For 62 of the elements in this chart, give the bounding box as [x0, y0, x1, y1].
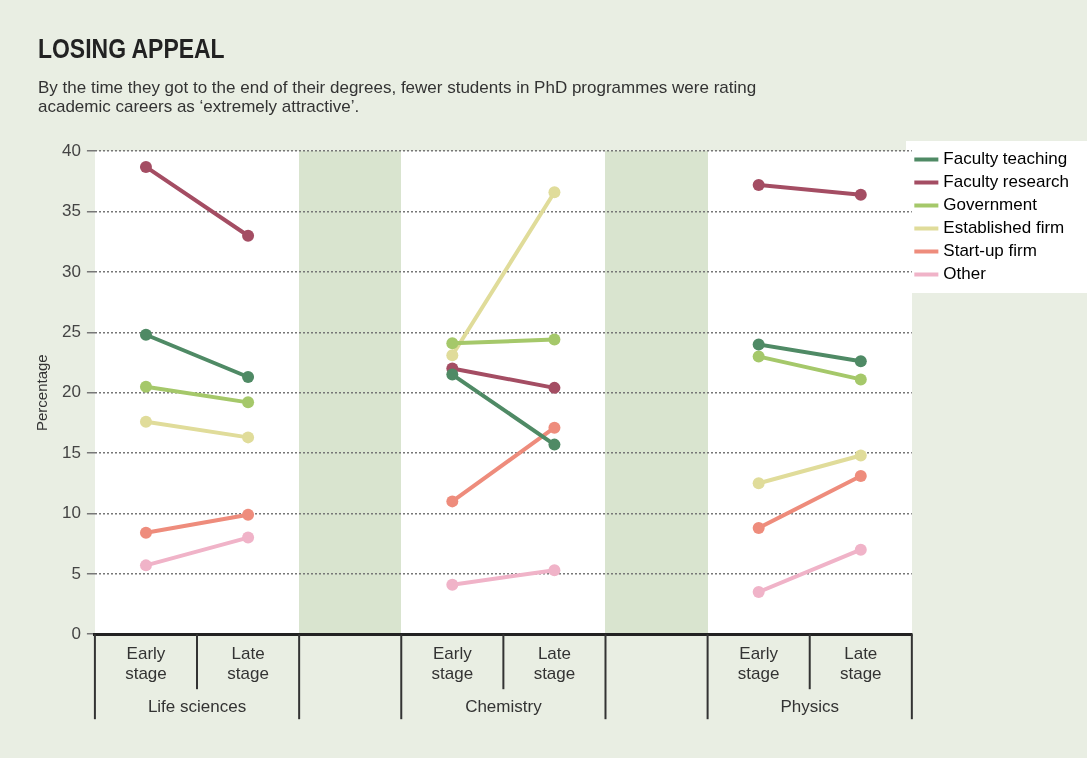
y-tick-label: 30 [61, 261, 81, 281]
legend-label: Other [943, 264, 987, 284]
point [139, 160, 152, 173]
y-tick-label: 35 [61, 201, 81, 221]
point [139, 526, 152, 539]
y-tick-label: 15 [61, 442, 81, 462]
x-tick-label: Early stage [431, 644, 474, 684]
x-tick-label: Late stage [227, 644, 269, 684]
point [548, 333, 561, 346]
point [548, 564, 561, 577]
point [242, 508, 255, 521]
legend-label: Faculty research [943, 172, 1070, 192]
legend-label: Government [943, 195, 1038, 215]
text: Life sciences [147, 696, 247, 716]
text: Physics [780, 696, 840, 716]
point [752, 585, 765, 598]
point [139, 559, 152, 572]
point [446, 337, 459, 350]
point [752, 521, 765, 534]
point [242, 431, 255, 444]
point [139, 380, 152, 393]
point [139, 328, 152, 341]
y-axis-title: Percentage [33, 354, 51, 432]
y-tick-label: 40 [61, 140, 81, 160]
point [854, 373, 867, 386]
point [854, 470, 867, 483]
point [548, 186, 561, 199]
point [446, 495, 459, 508]
y-tick-label: 20 [61, 382, 81, 402]
point [854, 188, 867, 201]
point [446, 578, 459, 591]
y-tick-label: 5 [71, 563, 81, 583]
point [752, 477, 765, 490]
x-tick-label: Early stage [125, 644, 167, 684]
point [548, 421, 561, 434]
point [242, 531, 255, 544]
chart-title: LOSING APPEAL [38, 34, 225, 65]
point [242, 229, 255, 242]
chart-subtitle: By the time they got to the end of their degrees, fewer students in PhD programmes were rating academic careers as ‘extremely attractive’. [38, 78, 758, 116]
x-tick-label: Late stage [839, 644, 882, 684]
point [752, 338, 765, 351]
y-tick-label: 10 [61, 503, 81, 523]
point [446, 349, 459, 362]
point [242, 371, 255, 383]
legend-label: Established firm [943, 218, 1065, 238]
point [548, 438, 561, 451]
y-tick-label: 25 [61, 322, 81, 342]
point [854, 543, 867, 556]
point [446, 368, 459, 381]
x-tick-label: Early stage [737, 644, 780, 684]
point [854, 355, 867, 368]
x-tick-label: Late stage [533, 644, 576, 684]
point [752, 350, 765, 363]
point [548, 381, 561, 394]
legend-label: Start-up firm [943, 241, 1037, 261]
point [139, 415, 152, 428]
legend-label: Faculty teaching [943, 149, 1068, 169]
point [242, 396, 255, 409]
text: Chemistry [465, 696, 543, 716]
point [854, 449, 867, 462]
y-tick-label: 0 [71, 623, 81, 643]
point [752, 179, 765, 192]
